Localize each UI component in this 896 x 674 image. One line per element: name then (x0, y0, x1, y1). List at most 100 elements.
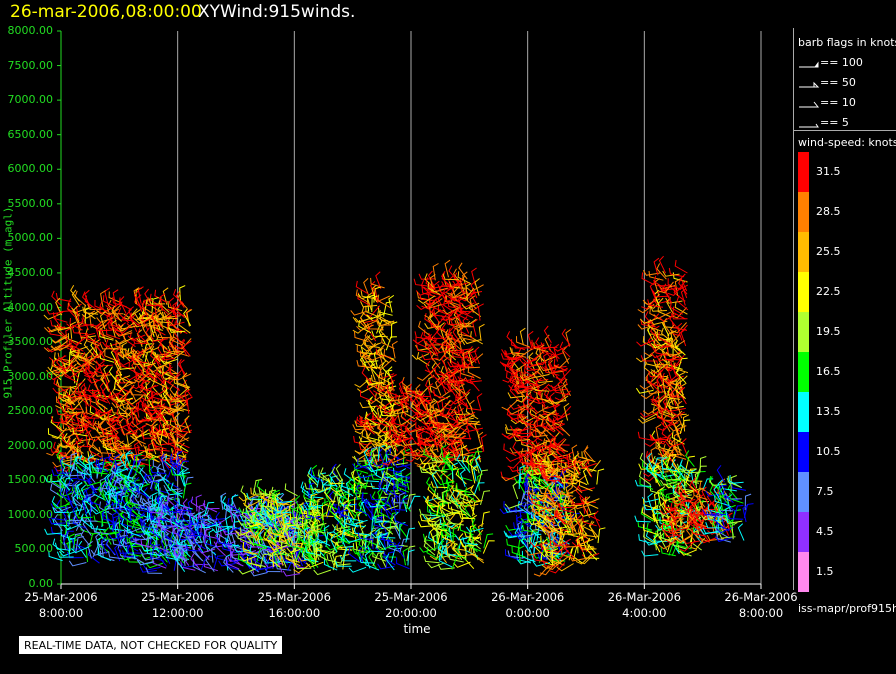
wind-barb (311, 519, 318, 538)
wind-barb (369, 493, 387, 501)
wind-barb (680, 288, 687, 306)
scale-label: 1.5 (816, 565, 834, 578)
wind-barb (100, 290, 106, 308)
wind-barb (423, 303, 442, 310)
wind-barb (169, 418, 183, 433)
wind-barb (110, 450, 127, 460)
wind-barb (48, 372, 66, 381)
wind-barb (116, 379, 127, 396)
wind-barb (43, 344, 62, 352)
barb-flag-label: == 50 (820, 76, 856, 89)
wind-barb (313, 569, 332, 576)
wind-barb (328, 478, 341, 494)
wind-barb (717, 484, 727, 501)
wind-barb (89, 406, 103, 419)
wind-barb (134, 317, 153, 324)
wind-barb (362, 336, 373, 354)
wind-barb (264, 489, 279, 502)
wind-barb (381, 361, 392, 378)
wind-barb (398, 423, 416, 433)
wind-barb (390, 374, 397, 392)
wind-barb (87, 437, 100, 453)
wind-barb (156, 495, 168, 511)
wind-barb (276, 555, 283, 573)
wind-barb (173, 288, 185, 305)
wind-barb (418, 404, 434, 416)
wind-barb (552, 492, 571, 499)
wind-barb (89, 494, 96, 512)
wind-barb (303, 491, 318, 504)
wind-barb (373, 349, 380, 368)
wind-barb (588, 520, 599, 538)
wind-barb (564, 542, 575, 559)
wind-barb (670, 284, 689, 292)
wind-barb (501, 399, 518, 411)
wind-barb (676, 400, 683, 419)
wind-barb (104, 304, 121, 316)
wind-barb (274, 507, 292, 514)
wind-barb (568, 555, 587, 562)
wind-barb (122, 550, 139, 558)
scale-swatch (798, 232, 809, 272)
wind-barb (148, 457, 155, 475)
wind-barb (691, 476, 700, 495)
wind-barb (417, 389, 431, 404)
wind-barb (386, 525, 398, 541)
wind-barb (529, 496, 548, 504)
wind-barb (517, 413, 532, 426)
y-tick-label: 3500.00 (7, 335, 54, 349)
wind-barb (404, 423, 415, 441)
wind-barb (531, 440, 549, 447)
wind-barb (92, 346, 108, 359)
wind-barb (440, 471, 446, 490)
wind-barb (508, 363, 519, 380)
wind-barb (372, 447, 378, 466)
wind-barb (420, 432, 437, 441)
x-tick-date: 25-Mar-2006 (24, 590, 98, 604)
wind-barb (162, 345, 178, 356)
wind-barb (518, 456, 535, 465)
wind-barb (528, 486, 543, 498)
wind-barb (465, 426, 484, 432)
wind-barb (65, 470, 83, 477)
wind-barb (457, 396, 464, 414)
wind-barb (431, 470, 439, 489)
wind-barb (58, 447, 74, 458)
wind-barb (429, 313, 439, 331)
wind-barb (515, 534, 534, 540)
wind-barb (458, 533, 467, 551)
wind-barb (415, 413, 433, 422)
wind-barb (441, 509, 459, 516)
wind-barb (467, 366, 481, 379)
wind-barb (407, 437, 415, 456)
wind-barb (364, 534, 373, 551)
wind-barb (356, 359, 373, 369)
wind-barb (310, 524, 326, 534)
wind-barb (458, 279, 466, 298)
wind-barb (145, 446, 159, 459)
wind-barb (641, 272, 655, 286)
wind-barb (472, 500, 481, 517)
barb-flag-item: == 5 (798, 116, 849, 133)
wind-barb (670, 388, 677, 407)
wind-barb (542, 404, 557, 416)
wind-barb (99, 550, 115, 562)
wind-barb (716, 532, 731, 543)
wind-barb (297, 555, 316, 562)
wind-barb (167, 301, 183, 312)
wind-barb (443, 356, 449, 375)
wind-barb (638, 463, 656, 470)
wind-barb (133, 429, 143, 447)
wind-barb (239, 555, 258, 562)
wind-barb (459, 338, 465, 357)
wind-barb (429, 286, 444, 297)
wind-barb (447, 433, 463, 443)
wind-barb (669, 512, 687, 519)
wind-barb (437, 492, 452, 504)
wind-barb (337, 483, 344, 502)
wind-barb (111, 501, 128, 511)
wind-barb (60, 415, 73, 430)
wind-barb (367, 466, 386, 473)
wind-barb (179, 468, 185, 487)
wind-barb (383, 301, 393, 317)
